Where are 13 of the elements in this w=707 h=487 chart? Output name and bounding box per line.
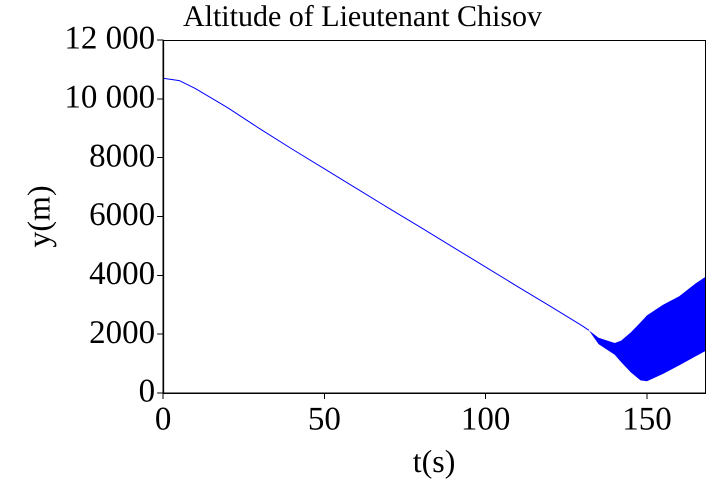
y-tick-label: 0 — [138, 374, 156, 410]
x-tick-label: 50 — [308, 401, 341, 438]
y-tick-label: 12 000 — [64, 20, 156, 57]
x-tick-label: 100 — [460, 401, 510, 438]
x-axis-title: t(s) — [412, 443, 456, 480]
y-tick-label: 6000 — [89, 197, 156, 234]
chart-title: Altitude of Lieutenant Chisov — [182, 0, 542, 33]
x-tick-label: 150 — [622, 401, 672, 438]
y-tick-label: 4000 — [89, 256, 156, 292]
y-tick-label: 2000 — [89, 314, 156, 351]
y-axis-title: y(m) — [20, 185, 57, 248]
y-tick-label: 10 000 — [64, 80, 156, 116]
y-tick-label: 8000 — [89, 138, 156, 174]
